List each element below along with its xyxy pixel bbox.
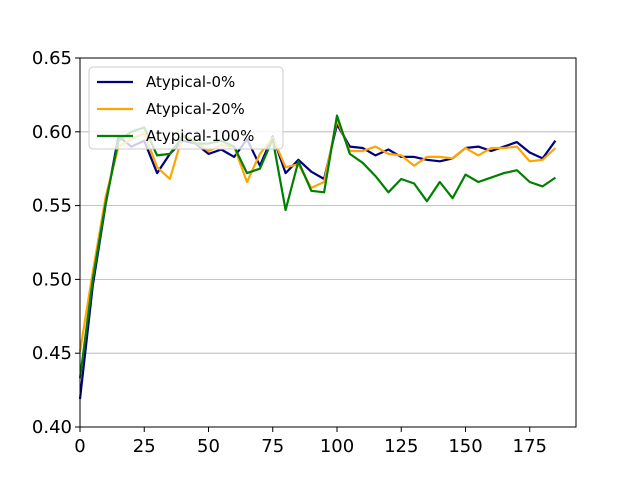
x-tick-label: 175 (513, 436, 547, 457)
series-line-2 (78, 118, 557, 352)
x-tick-label: 100 (320, 436, 354, 457)
legend: Atypical-0% Atypical-20% Atypical-100% (88, 66, 284, 150)
y-axis: 0.40 0.45 0.50 0.55 0.60 0.65 (32, 48, 80, 438)
series-lines (78, 114, 557, 400)
legend-label: Atypical-0% (146, 73, 235, 91)
x-tick-label: 25 (133, 436, 156, 457)
x-tick-label: 125 (384, 436, 418, 457)
series-line-1 (78, 123, 557, 400)
y-tick-label: 0.45 (32, 343, 72, 364)
y-tick-label: 0.50 (32, 269, 72, 290)
x-tick-label: 150 (448, 436, 482, 457)
y-tick-label: 0.40 (32, 417, 72, 438)
x-tick-label: 75 (261, 436, 284, 457)
y-tick-label: 0.55 (32, 196, 72, 217)
legend-label: Atypical-100% (146, 127, 254, 145)
y-tick-label: 0.60 (32, 122, 72, 143)
x-tick-label: 50 (197, 436, 220, 457)
series-line-3 (78, 114, 557, 379)
plot-frame (79, 57, 577, 428)
legend-label: Atypical-20% (146, 100, 245, 118)
y-tick-label: 0.65 (32, 48, 72, 69)
x-axis: 0 25 50 75 100 125 150 175 (74, 427, 547, 457)
legend-box (88, 66, 284, 150)
x-tick-label: 0 (74, 436, 85, 457)
